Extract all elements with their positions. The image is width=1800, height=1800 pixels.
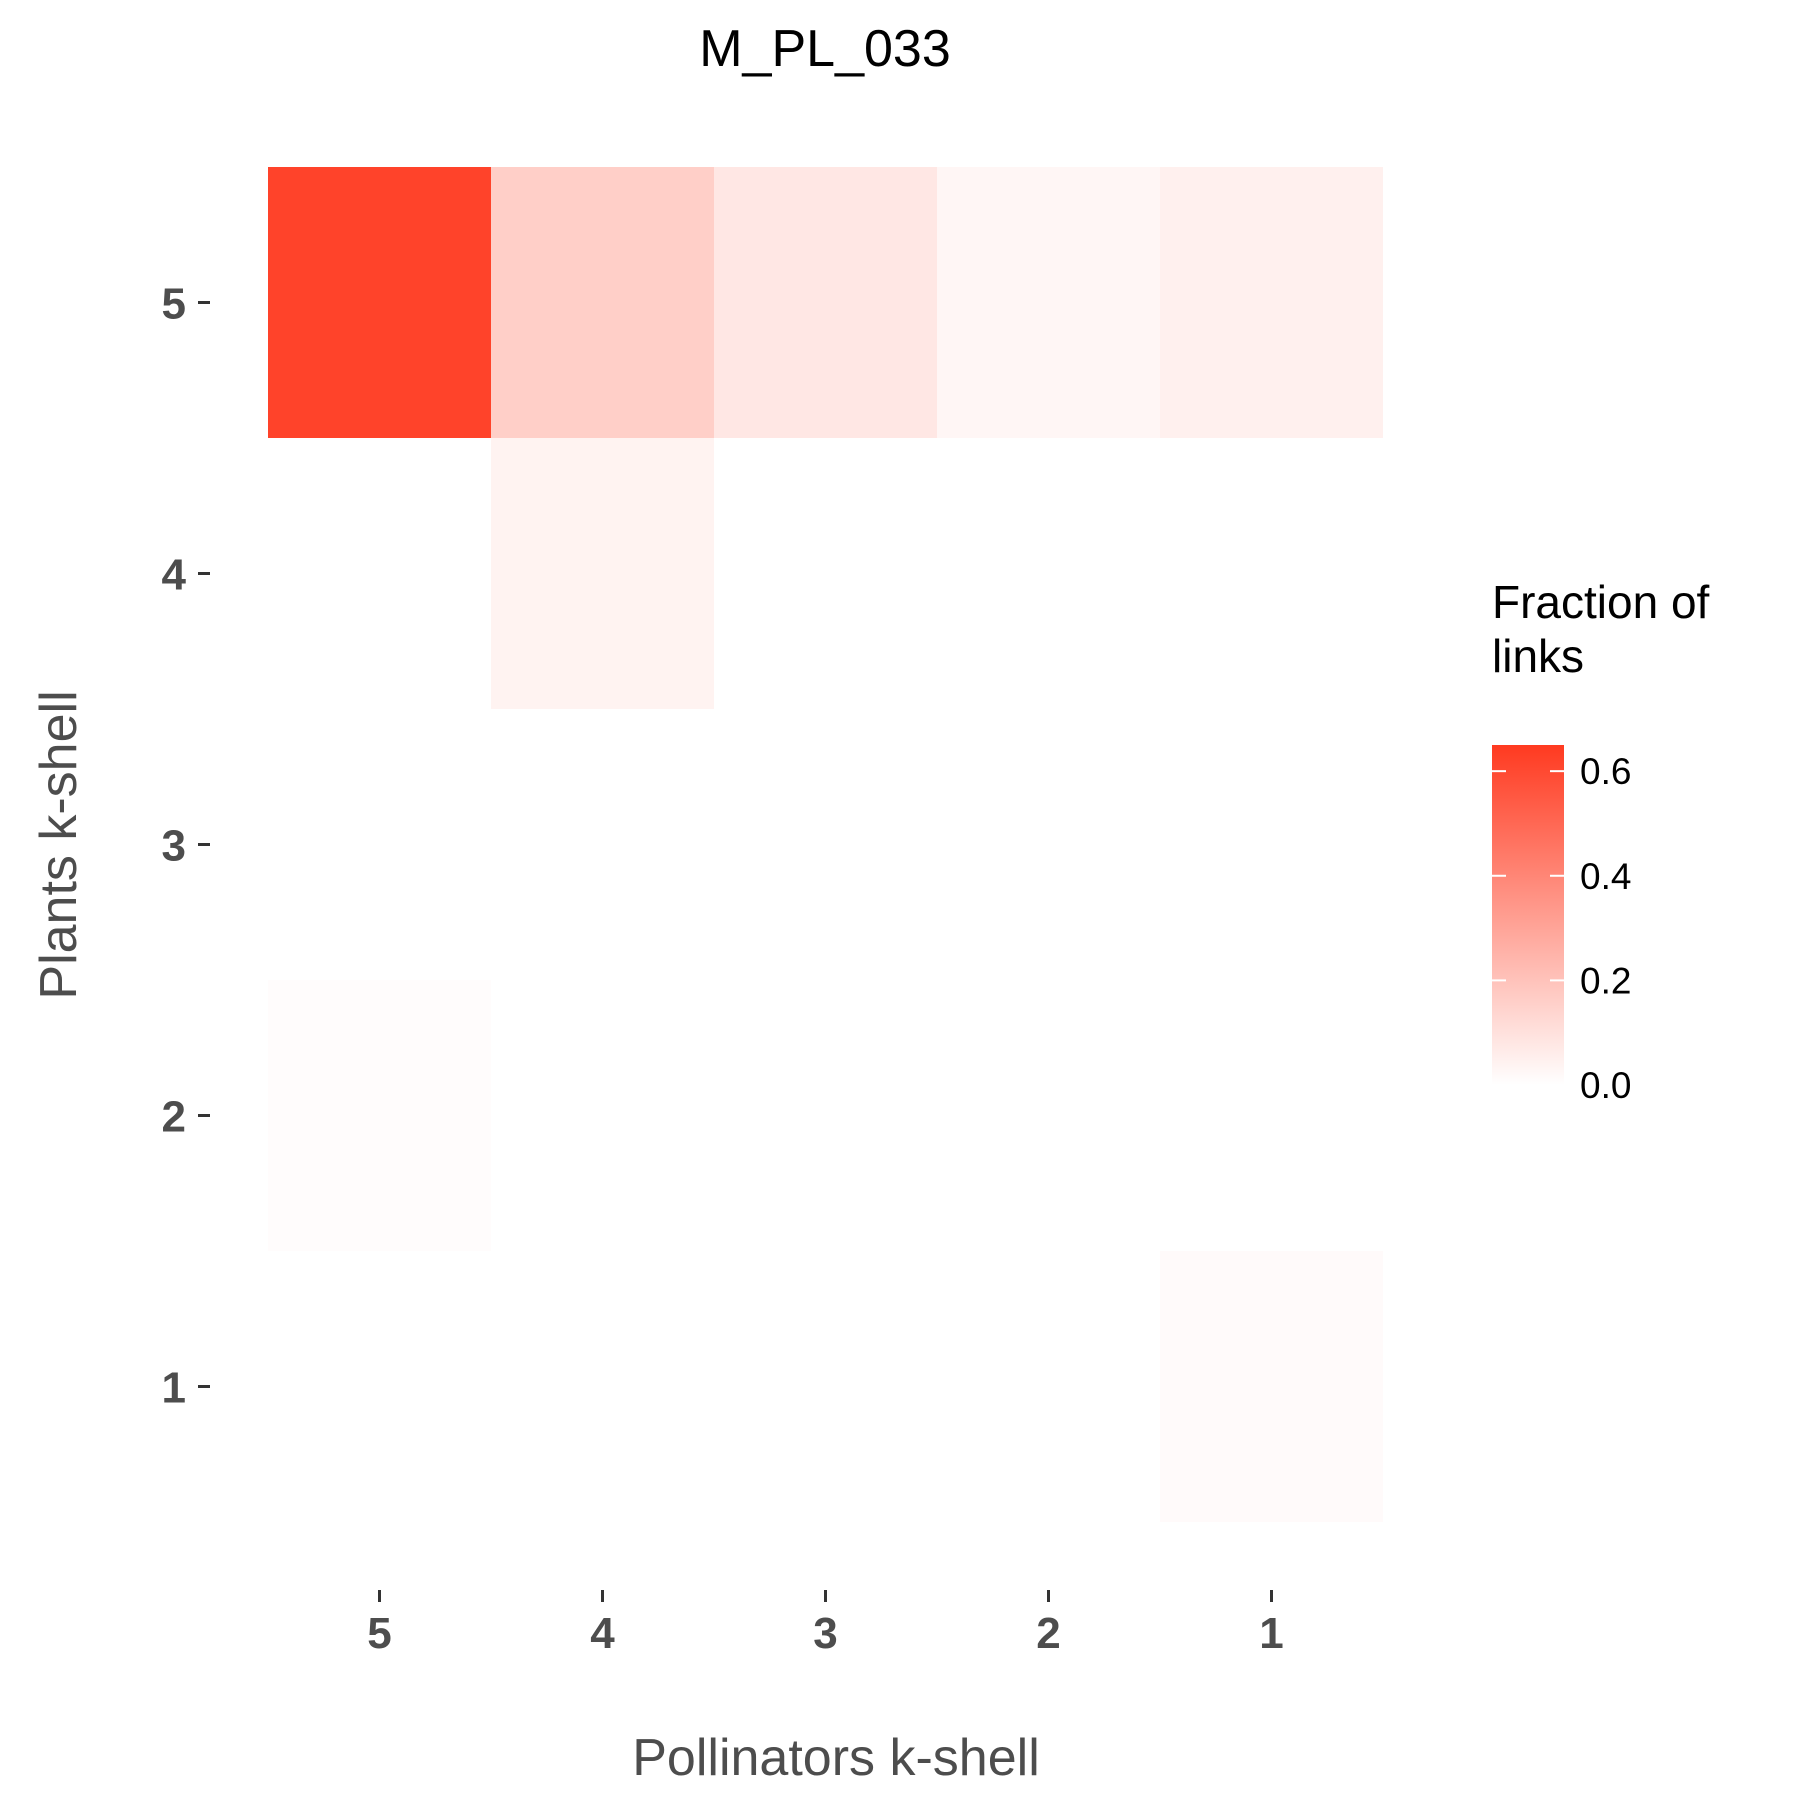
legend-title: Fraction of links bbox=[1492, 576, 1722, 682]
heatmap-cell-x5-y2 bbox=[268, 980, 491, 1251]
y-tick-label-2: 2 bbox=[162, 1093, 186, 1142]
legend-tick-label-0.4: 0.4 bbox=[1580, 856, 1631, 897]
heatmap-cell-x1-y5 bbox=[1160, 167, 1383, 438]
x-tick-label-3: 3 bbox=[813, 1609, 837, 1658]
y-axis-title: Plants k-shell bbox=[30, 690, 88, 999]
legend-tick-label-0.2: 0.2 bbox=[1580, 960, 1631, 1001]
heatmap-cells bbox=[268, 167, 1383, 1522]
y-tick-label-4: 4 bbox=[162, 551, 187, 600]
heatmap-cell-x1-y1 bbox=[1160, 1251, 1383, 1522]
heatmap-cell-x5-y5 bbox=[268, 167, 491, 438]
x-tick-label-4: 4 bbox=[590, 1609, 615, 1658]
x-tick-label-1: 1 bbox=[1259, 1609, 1283, 1658]
y-tick-label-3: 3 bbox=[162, 822, 186, 871]
legend-color-bar bbox=[1492, 745, 1564, 1085]
x-tick-label-2: 2 bbox=[1036, 1609, 1060, 1658]
heatmap-cell-x2-y5 bbox=[937, 167, 1160, 438]
heatmap-cell-x4-y4 bbox=[491, 438, 714, 709]
heatmap-cell-x4-y5 bbox=[491, 167, 714, 438]
y-tick-label-5: 5 bbox=[162, 280, 186, 329]
chart-title: M_PL_033 bbox=[699, 20, 951, 78]
y-axis: 5 4 3 2 1 bbox=[162, 280, 210, 1413]
legend-tick-label-0.0: 0.0 bbox=[1580, 1065, 1631, 1106]
heatmap-cell-x3-y5 bbox=[714, 167, 937, 438]
legend-ticks: 0.0 0.2 0.4 0.6 bbox=[1492, 751, 1631, 1106]
legend: Fraction of links 0.0 0.2 0.4 0.6 bbox=[1492, 576, 1722, 1106]
x-axis: 5 4 3 2 1 bbox=[367, 1590, 1284, 1658]
x-tick-label-5: 5 bbox=[367, 1609, 391, 1658]
legend-tick-label-0.6: 0.6 bbox=[1580, 751, 1631, 792]
x-axis-title: Pollinators k-shell bbox=[632, 1729, 1040, 1787]
y-tick-label-1: 1 bbox=[162, 1364, 186, 1413]
